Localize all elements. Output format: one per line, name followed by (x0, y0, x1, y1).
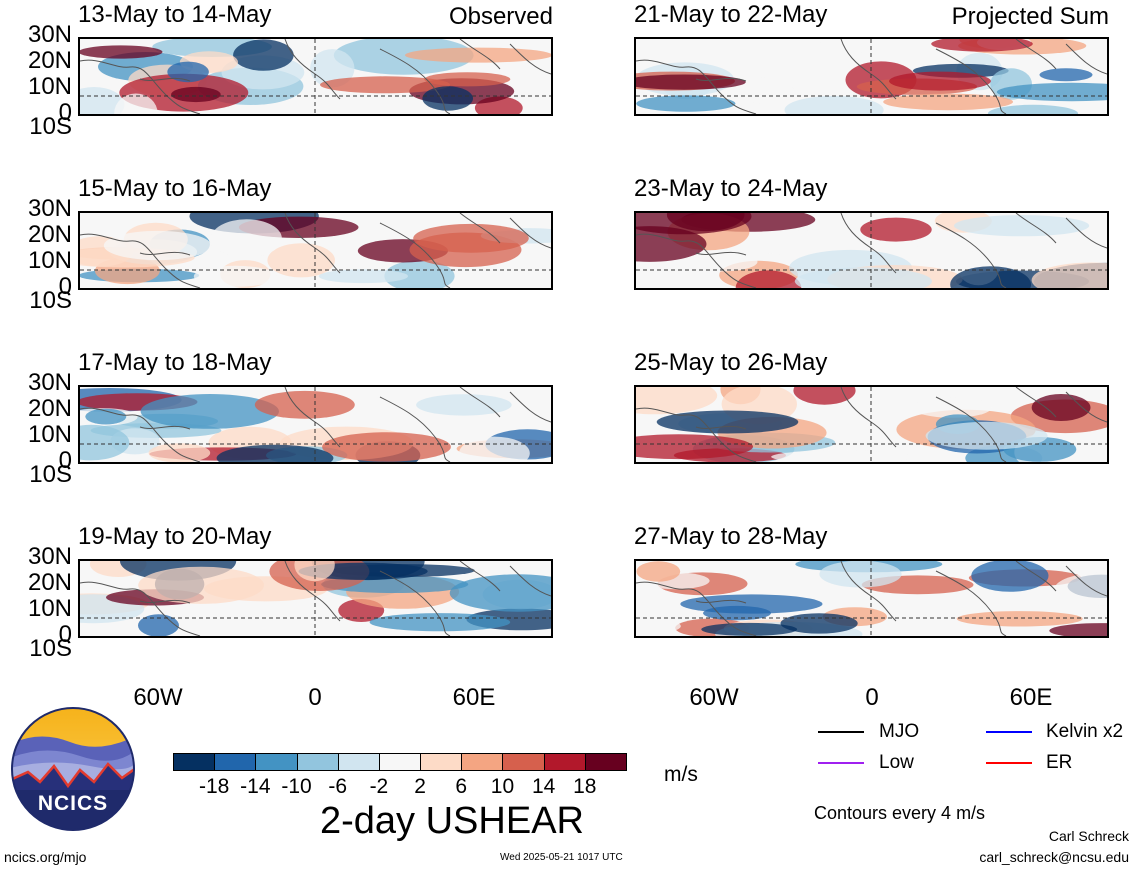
colorbar-swatch (461, 753, 504, 771)
lat-label: 20N (27, 221, 72, 248)
lat-label: 20N (27, 47, 72, 74)
colorbar-tick-label: 10 (490, 775, 515, 798)
lat-label: 30N (27, 543, 72, 570)
shear-map (78, 559, 553, 638)
colorbar-tick-label: 2 (414, 775, 426, 798)
lat-label: 10N (27, 595, 72, 622)
colorbar-swatch (543, 753, 586, 771)
lat-label: 0 (58, 621, 72, 648)
lat-label: 30N (27, 21, 72, 48)
column-tag: Observed (448, 3, 553, 30)
colorbar-tick-label: 14 (531, 775, 556, 798)
legend-line-kelvin (986, 731, 1032, 733)
colorbar-swatch (420, 753, 463, 771)
lat-label: 0 (58, 273, 72, 300)
shear-map (634, 559, 1109, 638)
panel-date-range: 25-May to 26-May (634, 349, 828, 376)
lon-label-60w: 60W (133, 684, 183, 711)
lat-label: 10N (27, 421, 72, 448)
lon-label-0: 0 (865, 684, 879, 711)
lat-label: 10N (27, 247, 72, 274)
colorbar-tick-label: 6 (455, 775, 468, 798)
lat-label: 20N (27, 569, 72, 596)
footer-timestamp: Wed 2025-05-21 1017 UTC (500, 852, 623, 863)
shear-map (78, 37, 553, 116)
colorbar-tick-label: -2 (369, 775, 389, 798)
colorbar-swatch (214, 753, 257, 771)
colorbar-tick-label: -18 (198, 775, 230, 798)
legend-line-mjo (818, 731, 864, 733)
colorbar-swatch (296, 753, 339, 771)
ncics-logo: NCICS (10, 706, 136, 832)
units-label: m/s (664, 763, 698, 786)
colorbar-swatch (584, 753, 627, 771)
panel-date-range: 17-May to 18-May (78, 349, 272, 376)
colorbar-swatch (378, 753, 422, 771)
lon-label-0: 0 (308, 684, 322, 711)
panel-date-range: 23-May to 24-May (634, 175, 828, 202)
lat-label: 10S (29, 113, 72, 140)
lat-label: 10S (29, 635, 72, 662)
lon-label-60e: 60E (452, 684, 496, 711)
legend-label-low: Low (879, 752, 914, 773)
legend-line-low (818, 762, 864, 764)
lat-label: 10N (27, 73, 72, 100)
legend-label-er: ER (1046, 752, 1073, 773)
shear-map (78, 211, 553, 290)
lon-label-60w: 60W (689, 684, 739, 711)
colorbar-swatch (502, 753, 545, 771)
panel-date-range: 27-May to 28-May (634, 523, 828, 550)
colorbar-swatch (337, 753, 380, 771)
panel-date-range: 13-May to 14-May (78, 1, 272, 28)
colorbar-tick-label: -10 (281, 775, 312, 798)
shear-map (634, 211, 1109, 290)
lat-label: 20N (27, 395, 72, 422)
lat-label: 10S (29, 461, 72, 488)
variable-title: 2-day USHEAR (320, 800, 584, 842)
colorbar-tick-label: -14 (240, 775, 271, 798)
shear-map (78, 385, 553, 464)
legend-label-kelvin: Kelvin x2 (1046, 721, 1124, 742)
panel-date-range: 19-May to 20-May (78, 523, 272, 550)
colorbar (173, 753, 627, 771)
lat-label: 10S (29, 287, 72, 314)
lat-label: 0 (58, 99, 72, 126)
shear-map (634, 385, 1109, 464)
footer-author: Carl Schreck (1048, 828, 1129, 844)
panel-date-range: 21-May to 22-May (634, 1, 828, 28)
legend-line-er (986, 762, 1032, 764)
footer-email: carl_schreck@ncsu.edu (979, 849, 1129, 865)
lat-label: 0 (58, 447, 72, 474)
colorbar-tick-label: 18 (573, 775, 597, 798)
logo-text: NCICS (37, 792, 109, 815)
footer-site: ncics.org/mjo (4, 849, 87, 865)
lon-label-60e: 60E (1009, 684, 1053, 711)
column-tag: Projected Sum (951, 3, 1109, 30)
shear-map (634, 37, 1109, 116)
colorbar-swatch (173, 753, 216, 771)
legend-label-mjo: MJO (879, 721, 920, 742)
lat-label: 30N (27, 369, 72, 396)
contour-note: Contours every 4 m/s (814, 803, 986, 823)
panel-date-range: 15-May to 16-May (78, 175, 272, 202)
colorbar-tick-label: -6 (328, 775, 348, 798)
lat-label: 30N (27, 195, 72, 222)
colorbar-swatch (255, 753, 298, 771)
